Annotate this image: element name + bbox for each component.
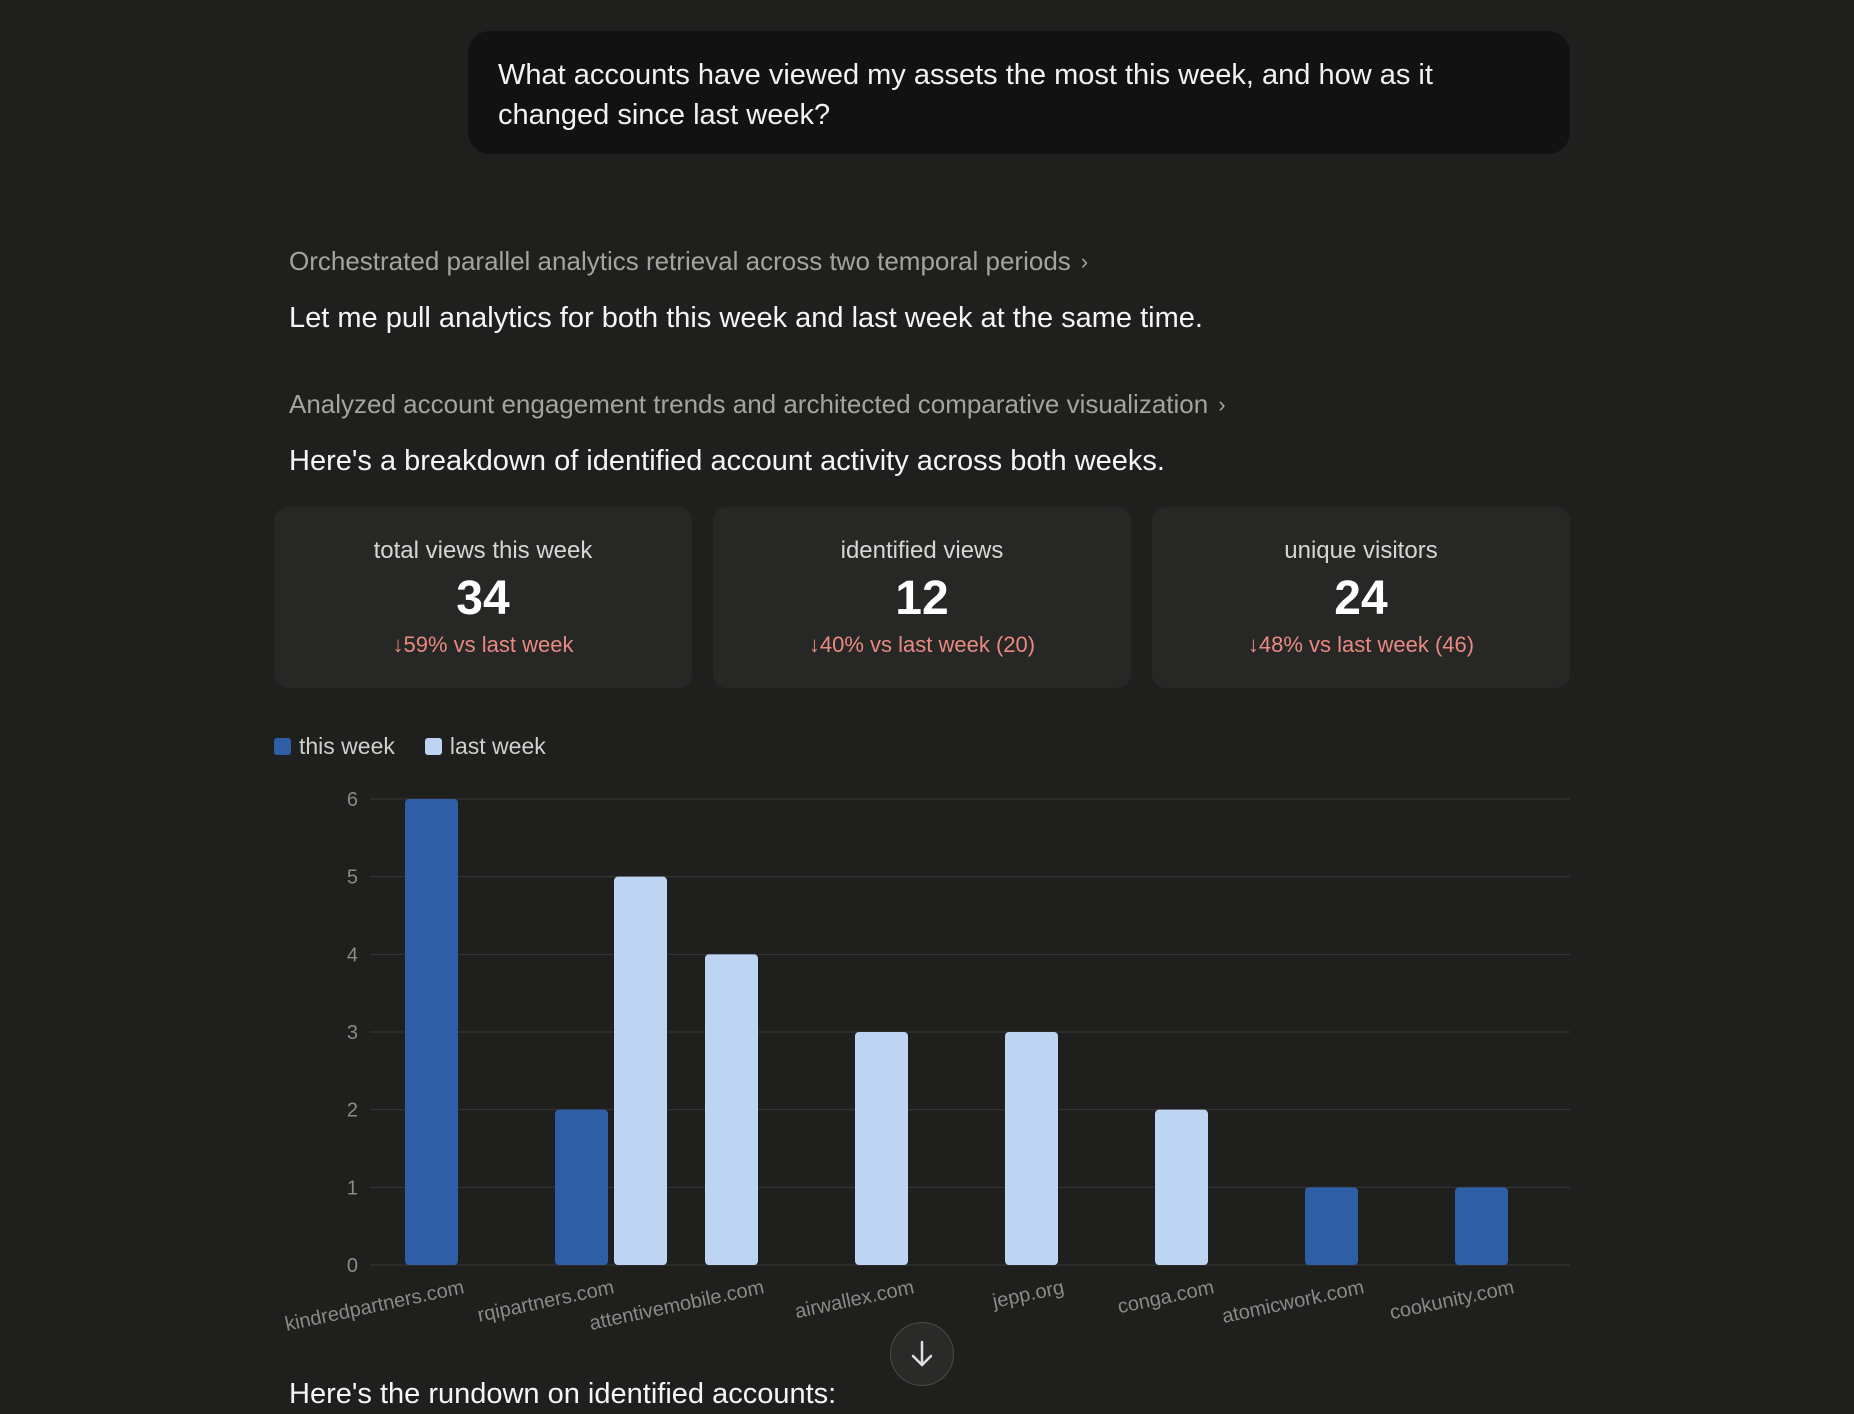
assistant-message-1: Let me pull analytics for both this week… bbox=[289, 302, 1203, 334]
x-tick-label: attentivemobile.com bbox=[587, 1276, 766, 1335]
stat-value: 12 bbox=[895, 572, 949, 625]
bar-last-week bbox=[705, 954, 758, 1265]
legend-item-this-week: this week bbox=[274, 733, 395, 760]
stat-card-total-views: total views this week 34 ↓59% vs last we… bbox=[274, 507, 692, 688]
x-tick-label: kindredpartners.com bbox=[283, 1276, 466, 1335]
y-tick-label: 1 bbox=[347, 1177, 358, 1199]
chevron-right-icon: › bbox=[1218, 391, 1226, 417]
stat-label: identified views bbox=[840, 537, 1004, 564]
y-tick-label: 0 bbox=[347, 1255, 358, 1277]
thinking-summary-1[interactable]: Orchestrated parallel analytics retrieva… bbox=[289, 246, 1088, 277]
arrow-down-icon: ↓ bbox=[808, 632, 820, 657]
legend-swatch bbox=[274, 738, 291, 755]
arrow-down-icon bbox=[911, 1340, 933, 1367]
bar-this-week bbox=[1455, 1187, 1508, 1265]
stat-delta: ↓48% vs last week (46) bbox=[1247, 632, 1475, 657]
bar-last-week bbox=[855, 1032, 908, 1265]
legend-item-last-week: last week bbox=[424, 733, 546, 760]
chart-legend: this week last week bbox=[274, 733, 546, 760]
scroll-down-button[interactable] bbox=[890, 1322, 954, 1386]
x-tick-label: atomicwork.com bbox=[1220, 1276, 1366, 1328]
stat-label: unique visitors bbox=[1284, 537, 1438, 564]
stat-delta: ↓59% vs last week bbox=[392, 632, 574, 657]
stat-delta: ↓40% vs last week (20) bbox=[808, 632, 1036, 657]
chevron-right-icon: › bbox=[1080, 248, 1089, 274]
bar-last-week bbox=[1005, 1032, 1058, 1265]
arrow-down-icon: ↓ bbox=[392, 632, 404, 657]
assistant-message-3: Here's the rundown on identified account… bbox=[289, 1378, 837, 1410]
stat-value: 24 bbox=[1334, 572, 1388, 625]
arrow-down-icon: ↓ bbox=[1247, 632, 1259, 657]
y-tick-label: 4 bbox=[347, 944, 358, 966]
stat-card-unique-visitors: unique visitors 24 ↓48% vs last week (46… bbox=[1152, 507, 1570, 688]
stat-card-identified-views: identified views 12 ↓40% vs last week (2… bbox=[713, 507, 1131, 688]
stat-value: 34 bbox=[456, 572, 510, 625]
legend-label: this week bbox=[299, 733, 395, 759]
bar-this-week bbox=[1305, 1187, 1358, 1265]
x-tick-label: conga.com bbox=[1116, 1276, 1216, 1318]
legend-label: last week bbox=[449, 733, 546, 759]
legend-swatch bbox=[424, 738, 442, 755]
y-tick-label: 5 bbox=[347, 867, 358, 889]
x-tick-label: airwallex.com bbox=[793, 1276, 916, 1323]
x-tick-label: cookunity.com bbox=[1388, 1276, 1516, 1324]
thinking-summary-label: Orchestrated parallel analytics retrieva… bbox=[289, 246, 1071, 276]
x-tick-label: jepp.org bbox=[990, 1276, 1066, 1313]
user-message: What accounts have viewed my assets the … bbox=[468, 31, 1570, 154]
bar-this-week bbox=[555, 1109, 608, 1265]
bar-this-week bbox=[405, 799, 458, 1265]
bar-last-week bbox=[1155, 1109, 1208, 1265]
thinking-summary-label: Analyzed account engagement trends and a… bbox=[289, 389, 1209, 419]
y-tick-label: 3 bbox=[347, 1022, 358, 1044]
y-tick-label: 2 bbox=[347, 1100, 358, 1122]
y-tick-label: 6 bbox=[347, 789, 358, 811]
stat-label: total views this week bbox=[373, 537, 593, 564]
assistant-message-2: Here's a breakdown of identified account… bbox=[289, 445, 1165, 477]
bar-last-week bbox=[614, 876, 667, 1265]
thinking-summary-2[interactable]: Analyzed account engagement trends and a… bbox=[289, 389, 1226, 420]
